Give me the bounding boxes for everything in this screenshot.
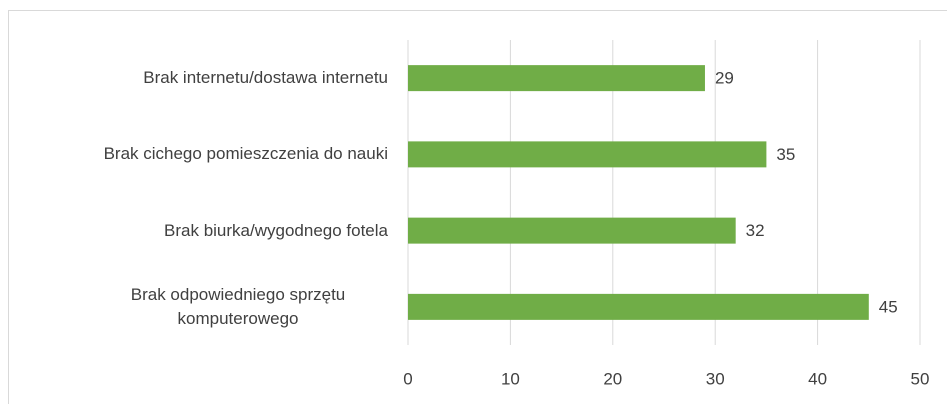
x-tick-label: 30 xyxy=(706,369,725,388)
y-tick-label: Brak cichego pomieszczenia do nauki xyxy=(103,144,388,164)
data-label: 35 xyxy=(776,145,795,164)
bar xyxy=(408,217,736,244)
category-label-box: Brak cichego pomieszczenia do nauki xyxy=(10,124,388,184)
x-tick-label: 40 xyxy=(808,369,827,388)
x-tick-label: 50 xyxy=(911,369,930,388)
x-tick-label: 20 xyxy=(603,369,622,388)
y-tick-label: Brak biurka/wygodnego fotela xyxy=(164,220,388,240)
y-tick-label: Brak odpowiedniego sprzętu komputerowego xyxy=(130,284,346,328)
x-tick-label: 0 xyxy=(403,369,412,388)
category-label-box: Brak odpowiedniego sprzętu komputerowego xyxy=(10,277,388,337)
data-label: 45 xyxy=(879,297,898,316)
bar xyxy=(408,141,767,168)
bar xyxy=(408,293,869,320)
data-label: 32 xyxy=(746,221,765,240)
category-label-box: Brak biurka/wygodnego fotela xyxy=(10,201,388,261)
x-tick-label: 10 xyxy=(501,369,520,388)
bar xyxy=(408,65,705,92)
y-tick-label: Brak internetu/dostawa internetu xyxy=(143,68,388,88)
chart-frame xyxy=(8,10,947,404)
data-label: 29 xyxy=(715,69,734,88)
category-label-box: Brak internetu/dostawa internetu xyxy=(10,48,388,108)
